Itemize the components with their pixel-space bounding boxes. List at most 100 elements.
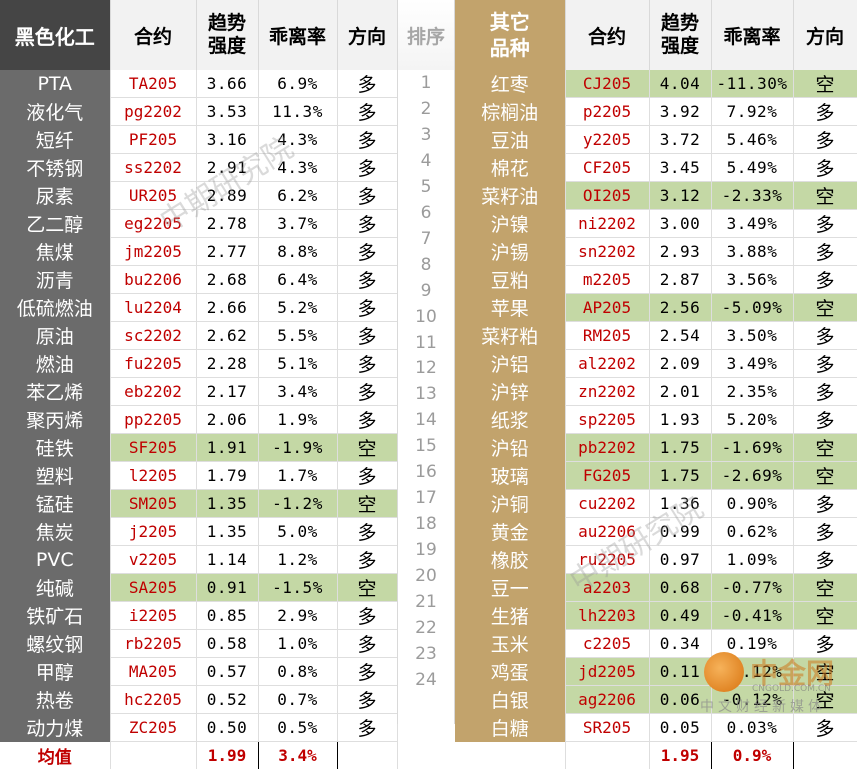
deviation-rate: -11.30%: [711, 70, 793, 98]
direction: 空: [793, 602, 857, 630]
average-deviation: 0.9%: [711, 742, 793, 769]
variety-name: 豆一: [455, 574, 565, 602]
deviation-rate: 3.50%: [711, 322, 793, 350]
deviation-rate: 5.49%: [711, 154, 793, 182]
rank-number: 20: [398, 563, 454, 589]
rank-number: 17: [398, 485, 454, 511]
contract-code: CJ205: [565, 70, 649, 98]
variety-name: 尿素: [0, 182, 110, 210]
contract-code: v2205: [110, 546, 196, 574]
rank-number: 6: [398, 200, 454, 226]
rank-number: 16: [398, 459, 454, 485]
trend-strength: 3.66: [196, 70, 258, 98]
contract-code: zn2202: [565, 378, 649, 406]
right-header-strength: 趋势 强度: [649, 0, 711, 70]
contract-code: lh2203: [565, 602, 649, 630]
variety-name: 低硫燃油: [0, 294, 110, 322]
trend-strength: 2.28: [196, 350, 258, 378]
trend-strength: 3.72: [649, 126, 711, 154]
deviation-rate: 11.3%: [258, 98, 337, 126]
direction: 多: [337, 154, 397, 182]
left-header-contract: 合约: [110, 0, 196, 70]
variety-name: 沪锌: [455, 378, 565, 406]
average-empty: [110, 742, 196, 769]
direction: 多: [793, 518, 857, 546]
rank-header: 排序: [398, 0, 454, 70]
direction: 空: [793, 182, 857, 210]
variety-name: 焦炭: [0, 518, 110, 546]
rank-number: 12: [398, 355, 454, 381]
deviation-rate: 5.20%: [711, 406, 793, 434]
variety-name: 棉花: [455, 154, 565, 182]
contract-code: SF205: [110, 434, 196, 462]
average-label: 均值: [0, 742, 110, 769]
rank-number: 21: [398, 589, 454, 615]
direction: 多: [793, 350, 857, 378]
variety-name: 菜籽粕: [455, 322, 565, 350]
variety-name: 螺纹钢: [0, 630, 110, 658]
trend-strength: 0.50: [196, 714, 258, 742]
variety-name: 短纤: [0, 126, 110, 154]
deviation-rate: 1.0%: [258, 630, 337, 658]
logo-url: CNGOLD.COM.CN: [752, 684, 831, 694]
contract-code: sp2205: [565, 406, 649, 434]
contract-code: m2205: [565, 266, 649, 294]
trend-strength: 2.78: [196, 210, 258, 238]
trend-strength: 1.75: [649, 434, 711, 462]
deviation-rate: 3.49%: [711, 210, 793, 238]
deviation-rate: -1.9%: [258, 434, 337, 462]
left-header-row: 黑色化工 合约 趋势 强度 乖离率 方向: [0, 0, 397, 70]
contract-code: rb2205: [110, 630, 196, 658]
variety-name: 菜籽油: [455, 182, 565, 210]
average-strength: 1.95: [649, 742, 711, 769]
contract-code: au2206: [565, 518, 649, 546]
rank-number: 11: [398, 330, 454, 356]
variety-name: 豆粕: [455, 266, 565, 294]
trend-strength: 3.45: [649, 154, 711, 182]
variety-name: 豆油: [455, 126, 565, 154]
trend-strength: 0.97: [649, 546, 711, 574]
deviation-rate: -0.41%: [711, 602, 793, 630]
right-title-l1: 其它: [455, 9, 565, 35]
direction: 多: [793, 238, 857, 266]
trend-strength: 2.01: [649, 378, 711, 406]
contract-code: UR205: [110, 182, 196, 210]
deviation-rate: 0.7%: [258, 686, 337, 714]
contract-code: SR205: [565, 714, 649, 742]
variety-name: 甲醇: [0, 658, 110, 686]
contract-code: sn2202: [565, 238, 649, 266]
direction: 多: [337, 378, 397, 406]
direction: 多: [337, 238, 397, 266]
variety-name: 乙二醇: [0, 210, 110, 238]
rank-number: 10: [398, 304, 454, 330]
rank-number: 18: [398, 511, 454, 537]
contract-code: eg2205: [110, 210, 196, 238]
average-strength: 1.99: [196, 742, 258, 769]
average-empty: [565, 742, 649, 769]
contract-code: pg2202: [110, 98, 196, 126]
direction: 空: [793, 434, 857, 462]
contract-code: a2203: [565, 574, 649, 602]
deviation-rate: 6.2%: [258, 182, 337, 210]
contract-code: pb2202: [565, 434, 649, 462]
direction: 多: [337, 546, 397, 574]
deviation-rate: 1.2%: [258, 546, 337, 574]
contract-code: hc2205: [110, 686, 196, 714]
logo-tagline: 中文财经新媒体: [700, 696, 826, 716]
deviation-rate: 4.3%: [258, 154, 337, 182]
trend-strength: 2.06: [196, 406, 258, 434]
